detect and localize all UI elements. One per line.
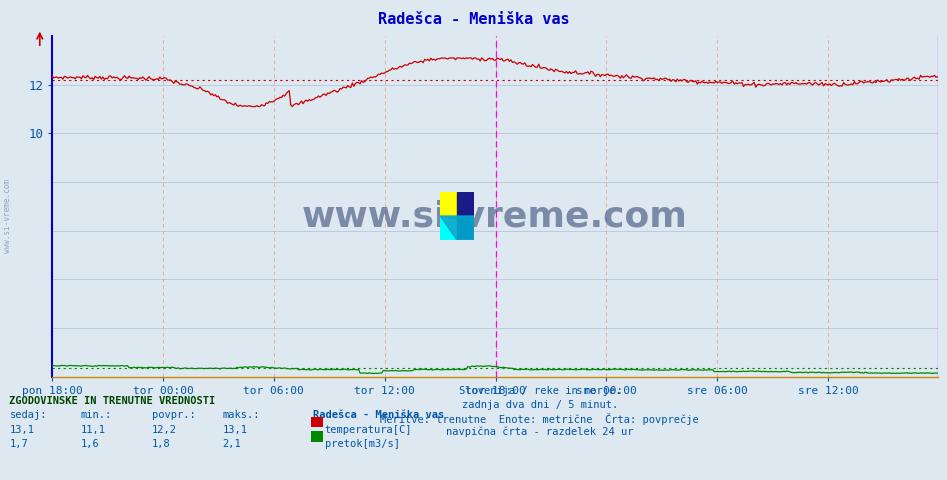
Text: povpr.:: povpr.: [152,410,195,420]
Text: zadnja dva dni / 5 minut.: zadnja dva dni / 5 minut. [462,400,617,410]
Text: 1,6: 1,6 [80,439,99,449]
Polygon shape [440,216,457,240]
Text: navpična črta - razdelek 24 ur: navpična črta - razdelek 24 ur [446,427,634,437]
Bar [440,192,457,216]
Text: Radešca - Meniška vas: Radešca - Meniška vas [378,12,569,27]
Text: 2,1: 2,1 [223,439,241,449]
Text: ZGODOVINSKE IN TRENUTNE VREDNOSTI: ZGODOVINSKE IN TRENUTNE VREDNOSTI [9,396,216,406]
Polygon shape [457,192,474,240]
Polygon shape [440,216,474,240]
Text: temperatura[C]: temperatura[C] [325,425,412,435]
Text: pretok[m3/s]: pretok[m3/s] [325,439,400,449]
Text: 1,7: 1,7 [9,439,28,449]
Text: 13,1: 13,1 [223,425,247,435]
Text: 13,1: 13,1 [9,425,34,435]
Text: 11,1: 11,1 [80,425,105,435]
Text: www.si-vreme.com: www.si-vreme.com [302,200,688,234]
Text: www.si-vreme.com: www.si-vreme.com [3,179,12,253]
Text: 12,2: 12,2 [152,425,176,435]
Text: maks.:: maks.: [223,410,260,420]
Text: 1,8: 1,8 [152,439,170,449]
Text: sedaj:: sedaj: [9,410,47,420]
Text: min.:: min.: [80,410,112,420]
Text: Meritve: trenutne  Enote: metrične  Črta: povprečje: Meritve: trenutne Enote: metrične Črta: … [381,413,699,425]
Text: Slovenija / reke in morje.: Slovenija / reke in morje. [458,386,621,396]
Text: Radešca - Meniška vas: Radešca - Meniška vas [313,410,444,420]
